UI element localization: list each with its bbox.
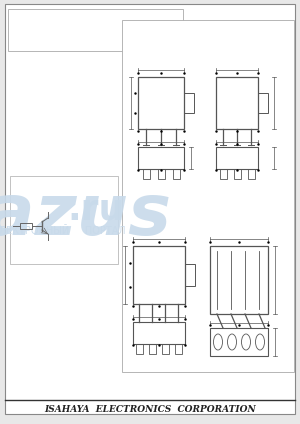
Bar <box>210 328 268 356</box>
Ellipse shape <box>256 334 265 350</box>
Bar <box>184 93 194 113</box>
Bar <box>136 344 143 354</box>
Bar <box>20 223 32 229</box>
Text: ЭЛЕКТРОННЫЙ     ПОРТАЛ: ЭЛЕКТРОННЫЙ ПОРТАЛ <box>0 226 126 236</box>
Bar <box>175 344 182 354</box>
Bar <box>210 246 268 314</box>
Bar <box>138 147 184 169</box>
Bar <box>122 20 294 372</box>
Bar <box>220 169 227 179</box>
Ellipse shape <box>214 334 223 350</box>
Bar <box>133 246 185 304</box>
Text: kazus: kazus <box>0 181 172 251</box>
Bar <box>149 344 156 354</box>
Bar <box>173 169 180 179</box>
Bar <box>248 169 255 179</box>
Text: .ru: .ru <box>68 192 124 226</box>
Text: ISAHAYA  ELECTRONICS  CORPORATION: ISAHAYA ELECTRONICS CORPORATION <box>44 404 256 413</box>
Bar <box>216 147 258 169</box>
Bar <box>10 176 118 264</box>
Bar <box>133 322 185 344</box>
Bar <box>138 77 184 129</box>
Bar <box>162 344 169 354</box>
Bar <box>143 169 150 179</box>
Bar <box>216 77 258 129</box>
Bar <box>234 169 241 179</box>
Ellipse shape <box>227 334 236 350</box>
Bar <box>258 93 268 113</box>
Bar <box>8 9 183 51</box>
Bar <box>185 264 195 286</box>
Ellipse shape <box>242 334 250 350</box>
Bar <box>158 169 165 179</box>
